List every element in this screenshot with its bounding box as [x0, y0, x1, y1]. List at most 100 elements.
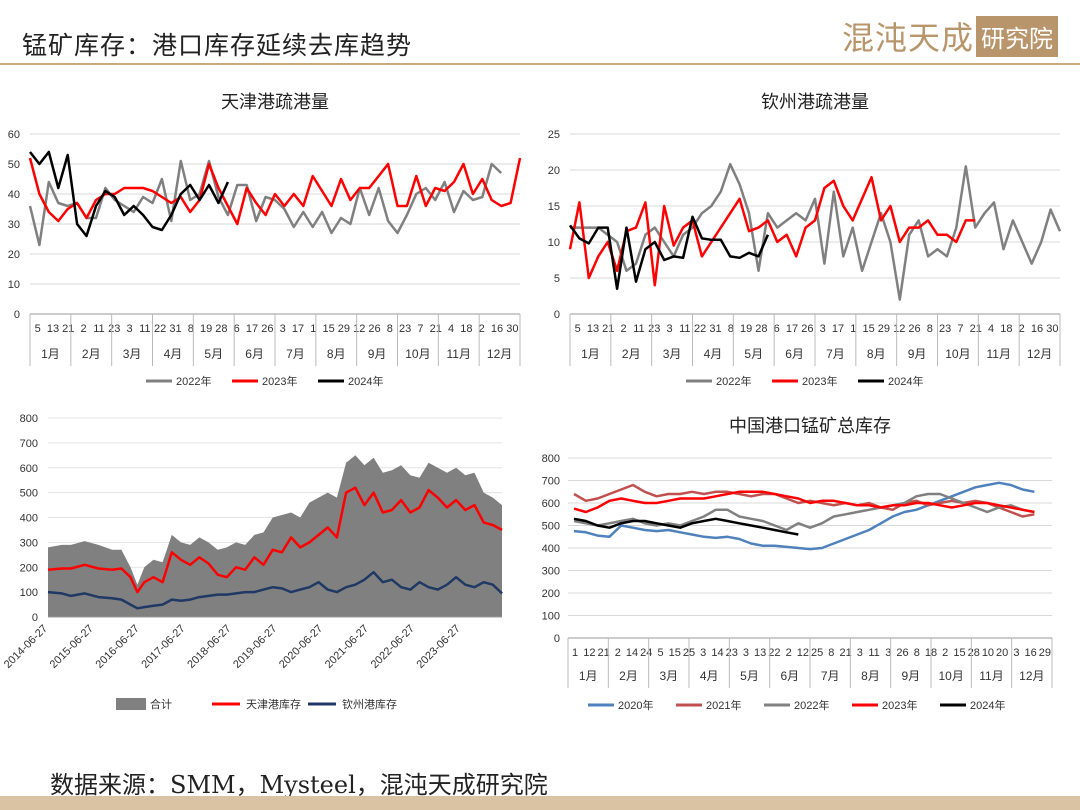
- y-tick-label: 400: [542, 543, 560, 555]
- x-tick-label: 3: [666, 323, 672, 335]
- x-tick-label: 20: [996, 647, 1008, 659]
- brand-name: 混沌天成: [841, 19, 974, 57]
- month-label: 6月: [245, 347, 264, 361]
- x-tick-label: 15: [862, 323, 874, 335]
- month-label: 3月: [123, 347, 142, 361]
- y-tick-label: 20: [548, 165, 560, 177]
- x-tick-label: 2: [615, 647, 621, 659]
- month-label: 5月: [740, 669, 759, 683]
- month-label: 2月: [82, 347, 101, 361]
- x-tick-label: 13: [47, 323, 59, 335]
- legend-label: 2024年: [970, 698, 1005, 712]
- x-tick-label: 11: [868, 647, 879, 659]
- x-tick-label: 13: [587, 323, 599, 335]
- x-tick-label: 8: [927, 323, 933, 335]
- month-label: 7月: [286, 347, 305, 361]
- x-tick-label: 2017-06-27: [139, 623, 187, 671]
- x-tick-label: 11: [93, 323, 104, 335]
- x-tick-label: 23: [108, 323, 120, 335]
- x-tick-label: 12: [583, 647, 595, 659]
- y-tick-label: 0: [554, 633, 560, 645]
- y-tick-label: 700: [542, 476, 560, 488]
- month-label: 2月: [622, 347, 641, 361]
- y-tick-label: 200: [20, 562, 38, 574]
- x-tick-label: 2021-06-27: [323, 623, 371, 671]
- y-tick-label: 0: [32, 612, 38, 624]
- x-tick-label: 24: [640, 647, 652, 659]
- x-tick-label: 14: [711, 647, 723, 659]
- x-tick-label: 1: [310, 323, 316, 335]
- legend-label: 2022年: [716, 374, 751, 388]
- series-line-2023年: [573, 490, 1035, 514]
- x-tick-label: 15: [953, 647, 965, 659]
- y-tick-label: 60: [8, 129, 20, 141]
- x-tick-label: 4: [448, 323, 454, 335]
- x-tick-label: 10: [982, 647, 994, 659]
- series-line-2024年: [29, 150, 230, 238]
- chart-port-inventory-history: 0 100 200 300 400 500 600 700 800 2014-06-272015-…: [2, 413, 503, 711]
- y-tick-label: 700: [20, 438, 38, 450]
- chart-title: 天津港疏港量: [221, 92, 329, 113]
- month-label: 10月: [945, 347, 970, 361]
- x-tick-label: 3: [126, 323, 132, 335]
- x-tick-label: 31: [169, 323, 181, 335]
- legend-label: 2022年: [176, 374, 211, 388]
- x-tick-label: 26: [908, 323, 920, 335]
- x-tick-label: 2: [942, 647, 948, 659]
- x-tick-label: 13: [754, 647, 766, 659]
- x-tick-label: 17: [292, 323, 304, 335]
- x-tick-label: 19: [740, 323, 752, 335]
- x-tick-label: 3: [280, 323, 286, 335]
- header-rule: [0, 63, 1080, 65]
- series-line-2020年: [573, 481, 1035, 551]
- x-tick-label: 28: [968, 647, 980, 659]
- x-tick-label: 1: [572, 647, 578, 659]
- x-tick-label: 2015-06-27: [48, 623, 96, 671]
- page-title: 锰矿库存：港口库存延续去库趋势: [22, 31, 413, 60]
- legend-label: 天津港库存: [246, 697, 301, 711]
- x-tick-label: 26: [896, 647, 908, 659]
- x-tick-label: 18: [460, 323, 472, 335]
- month-label: 1月: [41, 347, 60, 361]
- x-tick-label: 2018-06-27: [185, 623, 233, 671]
- x-tick-label: 4: [988, 323, 994, 335]
- x-tick-label: 2: [479, 323, 485, 335]
- x-tick-label: 23: [399, 323, 411, 335]
- x-tick-label: 19: [200, 323, 212, 335]
- x-tick-label: 30: [1046, 323, 1058, 335]
- month-label: 5月: [744, 347, 763, 361]
- x-tick-label: 21: [430, 323, 442, 335]
- month-label: 1月: [581, 347, 600, 361]
- y-tick-label: 600: [20, 463, 38, 475]
- brand-logo: 混沌天成 研究院: [842, 14, 1058, 58]
- series-line-2022年: [573, 492, 1035, 532]
- month-label: 6月: [780, 669, 799, 683]
- x-tick-label: 25: [811, 647, 823, 659]
- x-tick-label: 16: [1025, 647, 1037, 659]
- series-area-total: [48, 455, 502, 617]
- x-tick-label: 3: [885, 647, 891, 659]
- x-tick-label: 3: [743, 647, 749, 659]
- y-tick-label: 20: [8, 249, 20, 261]
- y-tick-label: 400: [20, 513, 38, 525]
- month-label: 11月: [447, 347, 471, 361]
- y-tick-label: 5: [554, 273, 560, 285]
- series-line-2024年: [573, 517, 799, 536]
- legend-label: 2023年: [882, 698, 917, 712]
- x-tick-label: 11: [139, 323, 150, 335]
- series-line-2023年: [568, 175, 976, 287]
- x-tick-label: 8: [188, 323, 194, 335]
- y-tick-label: 0: [554, 309, 560, 321]
- x-tick-label: 26: [801, 323, 813, 335]
- x-tick-label: 2: [786, 647, 792, 659]
- chart-title: 中国港口锰矿总库存: [729, 416, 891, 437]
- brand-box: 研究院: [976, 15, 1058, 57]
- y-tick-label: 800: [20, 413, 38, 425]
- y-tick-label: 500: [20, 488, 38, 500]
- x-tick-label: 31: [709, 323, 721, 335]
- month-label: 7月: [826, 347, 845, 361]
- x-tick-label: 18: [1000, 323, 1012, 335]
- x-tick-label: 17: [786, 323, 798, 335]
- x-tick-label: 23: [939, 323, 951, 335]
